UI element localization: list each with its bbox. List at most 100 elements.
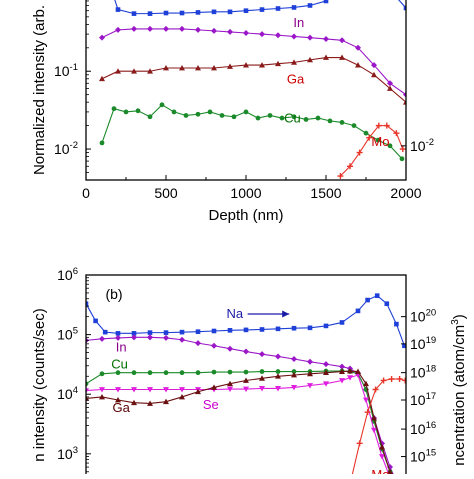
data-point-ga-9 <box>227 380 233 387</box>
data-point-ga-21 <box>379 444 385 450</box>
data-point-in-5 <box>163 334 169 341</box>
data-point-mo-0 <box>337 173 344 180</box>
y-tick-label-1-1: 105 <box>57 326 78 343</box>
series-mo-1 <box>348 376 406 479</box>
data-point-ga-5 <box>179 65 185 71</box>
data-point-cu-16 <box>291 114 297 120</box>
series-ga-1 <box>86 368 396 479</box>
data-point-ga-22 <box>387 468 393 475</box>
data-point-na-1 <box>115 7 121 12</box>
y2-axis-label-1-sup: 3 <box>450 319 461 325</box>
y-tick-label-0-2-sup: -2 <box>70 140 78 151</box>
data-point-se-3 <box>131 387 137 393</box>
chart-panel-1: 106 105 104 103 1020 1019 1018 1017 1016 1015 Na In… <box>31 266 468 479</box>
data-point-in-9 <box>243 29 249 36</box>
data-point-ga-7 <box>195 388 201 395</box>
data-point-cu-8 <box>195 111 201 117</box>
data-point-na-20 <box>374 293 380 298</box>
data-point-mo-1 <box>347 163 353 170</box>
y-tick-label-0-1: 10-1 <box>54 62 78 79</box>
data-point-na-5 <box>147 330 153 335</box>
data-point-ga-13 <box>307 56 313 63</box>
data-point-ga-0 <box>99 75 105 82</box>
data-point-in-16 <box>355 44 361 51</box>
data-point-ga-4 <box>147 400 153 406</box>
data-point-na-19 <box>403 5 406 11</box>
annotation-ga-0: Ga <box>287 71 305 86</box>
data-point-in-11 <box>275 32 281 39</box>
plot-frame-1 <box>85 274 407 479</box>
data-point-in-15 <box>323 361 329 368</box>
data-point-na-3 <box>147 11 153 16</box>
data-point-ga-6 <box>179 393 185 400</box>
series-cu-0 <box>99 102 405 162</box>
data-point-in-3 <box>147 25 153 32</box>
data-point-in-16 <box>339 363 345 370</box>
data-point-mo-6 <box>396 376 403 383</box>
data-point-mo-1 <box>356 440 363 447</box>
data-point-na-2 <box>131 11 137 16</box>
x-tick-label-0-2: 1000 <box>230 185 261 201</box>
data-point-in-15 <box>339 37 345 44</box>
series-line-ga <box>101 56 406 103</box>
y2-tick-label-1-5-sup: 15 <box>426 448 437 459</box>
data-point-in-7 <box>211 27 217 34</box>
data-point-mo-6 <box>393 130 400 137</box>
data-point-mo-3 <box>372 386 379 393</box>
data-point-in-10 <box>259 31 265 38</box>
data-point-mo-4 <box>375 122 382 129</box>
y-tick-label-0-0: 100 <box>57 0 78 1</box>
data-point-na-13 <box>307 3 313 8</box>
data-point-cu-10 <box>243 369 249 375</box>
data-point-ga-15 <box>339 54 345 60</box>
data-point-cu-9 <box>207 109 213 115</box>
y-tick-label-1-2: 104 <box>57 385 79 402</box>
data-point-na-15 <box>307 325 313 331</box>
y-axis-label-0: Normalized intensity (arb. <box>31 5 48 175</box>
series-cu-1 <box>86 368 396 479</box>
data-point-cu-2 <box>115 370 121 376</box>
data-point-cu-12 <box>275 369 281 374</box>
y2-tick-label-1-4-sup: 16 <box>426 420 437 431</box>
data-point-na-7 <box>179 329 185 335</box>
y-tick-label-1-0: 106 <box>57 266 78 283</box>
y2-tick-label-1-0: 1020 <box>410 308 436 325</box>
y2-tick-label-1-3-sup: 17 <box>426 391 437 402</box>
y2-tick-label-1-4: 1016 <box>410 420 436 437</box>
data-point-se-10 <box>243 386 249 393</box>
x-tick-label-0-3: 1500 <box>310 185 341 201</box>
data-point-se-5 <box>163 387 169 393</box>
data-point-cu-8 <box>211 369 217 375</box>
y2-tick-label-0-1-sup: -2 <box>426 137 434 148</box>
data-point-cu-3 <box>131 370 137 376</box>
data-point-ga-3 <box>147 68 153 74</box>
data-point-se-15 <box>323 381 329 387</box>
data-point-cu-24 <box>387 143 393 149</box>
data-point-ga-13 <box>291 372 297 378</box>
data-point-se-6 <box>179 387 185 393</box>
data-point-se-21 <box>379 454 385 460</box>
data-point-in-6 <box>179 336 185 343</box>
data-point-mo-7 <box>399 146 406 153</box>
series-line-cu <box>101 104 403 160</box>
data-point-na-14 <box>323 0 329 4</box>
y-tick-label-0-1-sup: -1 <box>70 62 78 73</box>
data-point-na-7 <box>211 9 217 15</box>
data-point-cu-5 <box>163 370 169 376</box>
y2-axis-label-end-1: ) <box>451 314 468 319</box>
data-point-na-10 <box>259 7 265 12</box>
data-point-cu-12 <box>243 109 249 115</box>
data-point-na-14 <box>291 325 297 331</box>
data-point-in-14 <box>307 358 313 365</box>
annotation-cu-0: Cu <box>284 110 301 125</box>
data-point-se-16 <box>339 378 345 384</box>
x-tick-label-0-4: 2000 <box>390 185 421 201</box>
data-point-se-11 <box>259 386 265 392</box>
data-point-in-13 <box>307 34 313 41</box>
series-ga-0 <box>99 54 406 105</box>
data-point-in-2 <box>131 25 137 32</box>
data-point-ga-12 <box>291 59 297 65</box>
data-point-ga-17 <box>347 368 353 374</box>
data-point-in-9 <box>227 345 233 352</box>
